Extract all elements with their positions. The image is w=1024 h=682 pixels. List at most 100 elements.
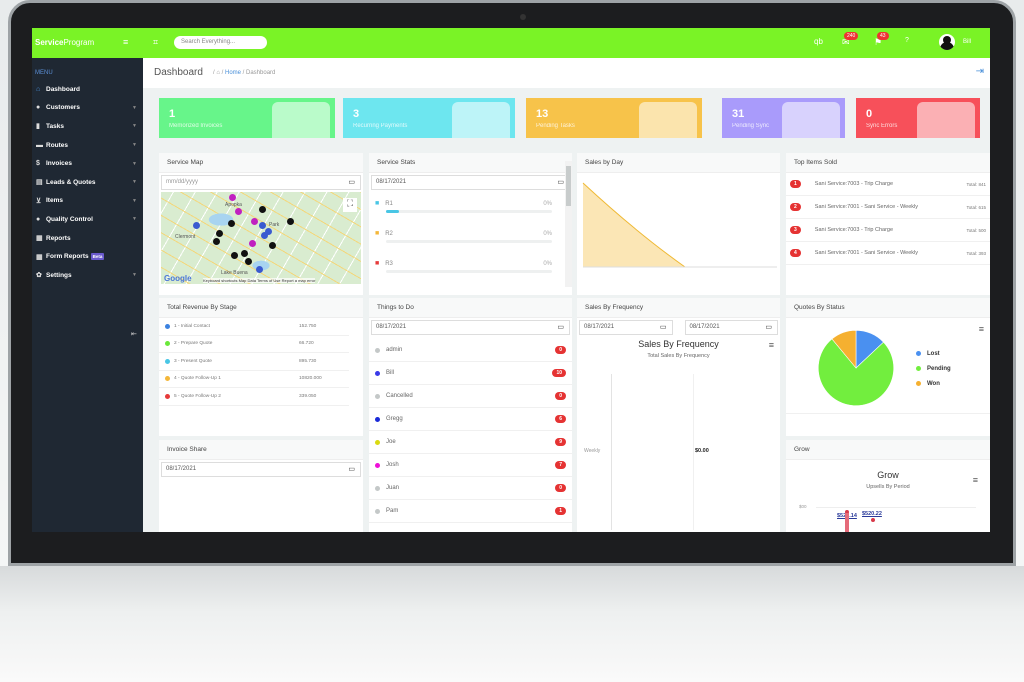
progress-bar	[386, 270, 552, 273]
brand-logo[interactable]: ServiceProgram	[35, 38, 94, 47]
status-dot	[375, 347, 380, 353]
stat-card[interactable]: 0 Sync Errors	[856, 98, 980, 138]
map-attribution[interactable]: Keyboard shortcuts Map Data Terms of Use…	[203, 278, 316, 283]
map-marker[interactable]	[213, 238, 220, 245]
laptop-base	[0, 566, 1024, 682]
legend-item[interactable]: Lost	[916, 346, 951, 361]
map-marker[interactable]	[216, 230, 223, 237]
sidebar-item-tasks[interactable]: ▮ Tasks ▼	[32, 117, 143, 136]
list-item[interactable]: Juan 0	[369, 477, 572, 500]
sidebar-item-leads-quotes[interactable]: ▤ Leads & Quotes ▼	[32, 173, 143, 192]
sidebar-item-label: Settings	[46, 271, 72, 279]
map-marker[interactable]	[256, 266, 263, 273]
sidebar-item-routes[interactable]: ▬ Routes ▼	[32, 136, 143, 155]
mail-icon[interactable]: ✉	[842, 37, 850, 47]
map-marker[interactable]	[193, 222, 200, 229]
map-marker[interactable]	[251, 218, 258, 225]
date-input[interactable]: 08/17/2021	[161, 462, 361, 477]
map-marker[interactable]	[241, 250, 248, 257]
map-marker[interactable]	[228, 220, 235, 227]
sidebar-item-label: Customers	[46, 104, 80, 112]
list-item[interactable]: Cancelled 0	[369, 385, 572, 408]
sidebar-item-dashboard[interactable]: ⌂ Dashboard	[32, 80, 143, 99]
stat-card[interactable]: 3 Recurring Payments	[343, 98, 515, 138]
flag-icon[interactable]: ⚑	[874, 37, 883, 47]
sidebar-item-label: Leads & Quotes	[46, 178, 96, 186]
sidebar-item-items[interactable]: ⊻ Items ▼	[32, 192, 143, 211]
sidebar-item-customers[interactable]: ● Customers ▼	[32, 99, 143, 118]
fullscreen-map-button[interactable]: ⛶	[343, 198, 357, 212]
map-marker[interactable]	[287, 218, 294, 225]
list-item[interactable]: Josh 7	[369, 454, 572, 477]
map-marker[interactable]	[235, 208, 242, 215]
panel-title: Sales By Frequency	[577, 298, 780, 318]
start-date-input[interactable]: 08/17/2021	[579, 320, 673, 335]
list-item[interactable]: admin 0	[369, 339, 572, 362]
home-icon[interactable]: ⌂	[216, 70, 220, 76]
stat-card[interactable]: 13 Pending Tasks	[526, 98, 702, 138]
map-marker[interactable]	[261, 232, 268, 239]
map-marker[interactable]	[259, 206, 266, 213]
map-marker[interactable]	[259, 222, 266, 229]
chart-subtitle: Total Sales By Frequency	[647, 353, 710, 359]
sidebar-item-settings[interactable]: ✿ Settings ▼	[32, 266, 143, 285]
legend-item[interactable]: Won	[916, 376, 951, 391]
list-item[interactable]: Bill 10	[369, 362, 572, 385]
chart-menu-icon[interactable]: ≡	[978, 324, 984, 334]
hamburger-icon[interactable]: ≡	[123, 37, 129, 47]
item-name: Sani Service:7001 - Sani Service - Weekl…	[814, 250, 919, 256]
map-marker[interactable]	[265, 228, 272, 235]
pie-slice-pending[interactable]	[818, 338, 894, 406]
map-marker[interactable]	[229, 194, 236, 201]
breadcrumb-home[interactable]: Home	[224, 70, 241, 76]
map-marker[interactable]	[245, 258, 252, 265]
sign-out-icon[interactable]: ⇥	[975, 66, 984, 77]
help-icon[interactable]: ?	[905, 37, 909, 44]
stage-value: 10820.000	[299, 376, 322, 382]
date-input[interactable]: mm/dd/yyyy	[161, 175, 361, 190]
stat-card[interactable]: 31 Pending Sync	[722, 98, 845, 138]
collapse-sidebar-icon[interactable]: ⇤	[131, 331, 137, 338]
sidebar-item-invoices[interactable]: $ Invoices ▼	[32, 154, 143, 173]
legend-item[interactable]: Pending	[916, 361, 951, 376]
list-item[interactable]: Gregg 6	[369, 408, 572, 431]
scrollbar[interactable]	[565, 161, 572, 287]
sidebar-item-label: Items	[46, 197, 63, 205]
sidebar-item-reports[interactable]: ▦ Reports	[32, 229, 143, 248]
panel-title: Quotes By Status	[786, 298, 990, 318]
date-input[interactable]: 08/17/2021	[371, 320, 570, 335]
list-item[interactable]: Joe 9	[369, 431, 572, 454]
stat-card[interactable]: 1 Memorized Invoices	[159, 98, 335, 138]
data-point[interactable]	[871, 518, 875, 522]
breadcrumb-bar: Dashboard / ⌂ / Home / Dashboard ⇥	[143, 58, 990, 88]
route-stat: ■ R3 0%	[375, 260, 552, 290]
date-input[interactable]: 08/17/2021	[371, 175, 570, 190]
fullscreen-icon[interactable]: ⌗	[153, 37, 159, 47]
y-axis	[611, 374, 612, 530]
sidebar-item-quality-control[interactable]: ● Quality Control ▼	[32, 210, 143, 229]
invoice-share-panel: Invoice Share 08/17/2021	[159, 440, 363, 532]
user-name[interactable]: Bill	[963, 39, 972, 45]
chart-subtitle: Upsells By Period	[866, 484, 910, 490]
map-marker[interactable]	[231, 252, 238, 259]
chart-menu-icon[interactable]: ≡	[768, 340, 774, 350]
sidebar-item-label: Dashboard	[46, 85, 80, 93]
map-marker[interactable]	[249, 240, 256, 247]
map-marker[interactable]	[269, 242, 276, 249]
list-item[interactable]: Pam 1	[369, 500, 572, 523]
chevron-down-icon: ▼	[132, 197, 137, 204]
data-point[interactable]	[845, 510, 849, 514]
end-date-input[interactable]: 08/17/2021	[684, 320, 778, 335]
beta-badge: Beta	[90, 253, 105, 261]
data-label: $520.22	[862, 511, 882, 517]
sidebar-item-form-reports[interactable]: ▦ Form Reports Beta	[32, 247, 143, 266]
search-input[interactable]: Search Everything...	[174, 36, 267, 49]
avatar[interactable]	[939, 34, 955, 50]
map[interactable]: Apopka Clermont Park Lake Buena ⛶ Google…	[161, 192, 361, 284]
stage-label: 2 - Prepare Quote	[174, 341, 213, 347]
y-tick: $00	[799, 504, 807, 509]
quickbooks-icon[interactable]: qb	[814, 37, 823, 46]
card-background-icon	[272, 102, 330, 138]
chart-menu-icon[interactable]: ≡	[972, 475, 978, 485]
pie-slice-won[interactable]	[831, 329, 857, 369]
